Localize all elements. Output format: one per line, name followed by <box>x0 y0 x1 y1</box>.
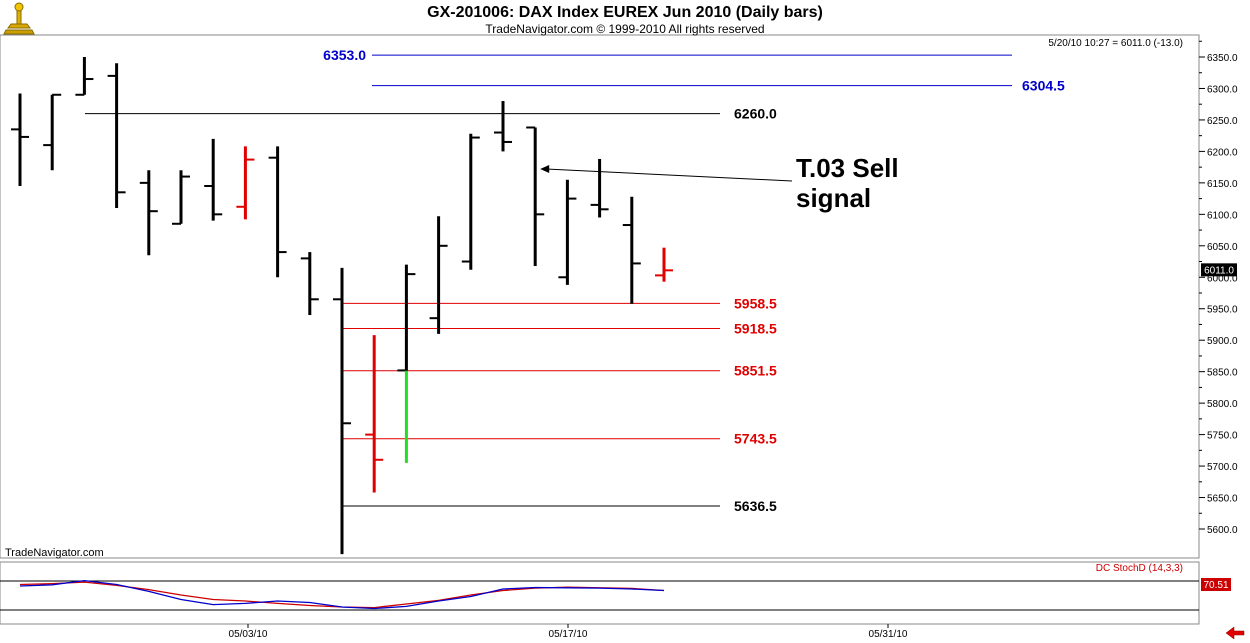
ohlc-bar <box>494 101 512 152</box>
ohlc-bar <box>622 196 641 304</box>
quote-readout: 5/20/10 10:27 = 6011.0 (-13.0) <box>1048 38 1183 49</box>
ohlc-bar <box>365 335 384 493</box>
copyright-text: TradeNavigator.com © 1999-2010 All right… <box>485 22 764 36</box>
price-tick-label: 6250.0 <box>1207 116 1238 127</box>
price-tick-label: 6350.0 <box>1207 53 1238 64</box>
price-tick-label: 5600.0 <box>1207 525 1238 536</box>
level-label: 6260.0 <box>734 106 777 122</box>
last-price-badge <box>1201 263 1237 277</box>
annotation-line2: signal <box>796 183 871 213</box>
level-label: 6353.0 <box>323 47 366 63</box>
ohlc-bar <box>107 63 126 209</box>
watermark-text: TradeNavigator.com <box>5 547 104 559</box>
ohlc-bar <box>333 267 351 555</box>
annotation-arrow-line <box>546 168 793 182</box>
price-tick-label: 6150.0 <box>1207 179 1238 190</box>
ohlc-bar <box>11 93 29 187</box>
stoch-d-line <box>19 581 665 609</box>
ohlc-bar <box>429 216 448 334</box>
ohlc-bar <box>526 126 545 266</box>
scroll-left-button[interactable] <box>1220 626 1248 641</box>
date-tick-label: 05/17/10 <box>549 629 588 640</box>
annotation-arrowhead-icon <box>540 165 550 174</box>
ohlc-bar <box>204 138 223 221</box>
logo-icon <box>3 2 35 35</box>
ohlc-bar <box>590 158 609 218</box>
bars-layer <box>11 57 673 555</box>
chart-title: GX-201006: DAX Index EUREX Jun 2010 (Dai… <box>427 4 823 21</box>
ohlc-bar <box>75 57 94 96</box>
stochastic-panel-frame <box>0 561 1200 625</box>
ohlc-bar <box>558 179 577 285</box>
ohlc-bar <box>655 247 673 282</box>
stochastic-panel <box>0 579 1199 611</box>
price-tick-label: 5700.0 <box>1207 462 1238 473</box>
price-axis: 5600.0 5650.0 5700.0 5750.0 5800.0 5850.0 5900… <box>1199 40 1238 536</box>
ohlc-bar <box>43 93 62 171</box>
ohlc-bar <box>397 264 416 372</box>
ohlc-bar <box>139 170 158 256</box>
price-tick-label: 5900.0 <box>1207 336 1238 347</box>
stochastic-label: DC StochD (14,3,3) <box>1096 563 1183 574</box>
ohlc-bar <box>300 252 319 316</box>
ohlc-bar <box>172 170 190 225</box>
price-tick-label: 5800.0 <box>1207 399 1238 410</box>
stoch-k-line <box>19 579 665 610</box>
price-tick-label: 6000.0 <box>1207 273 1238 284</box>
annotation-line1: T.03 Sell <box>796 153 899 183</box>
price-tick-label: 5750.0 <box>1207 431 1238 442</box>
ohlc-bar <box>461 133 480 270</box>
price-tick-label: 6050.0 <box>1207 242 1238 253</box>
price-tick-label: 6300.0 <box>1207 84 1238 95</box>
levels-layer: 6353.0 6304.5 6260.0 5958.5 5918.5 5851.5 5743… <box>85 47 1065 514</box>
date-tick-label: 05/03/10 <box>229 629 268 640</box>
level-label: 5636.5 <box>734 498 777 514</box>
ohlc-bar <box>268 146 287 278</box>
date-tick-label: 05/31/10 <box>869 629 908 640</box>
level-label: 6304.5 <box>1022 78 1065 94</box>
price-tick-label: 5650.0 <box>1207 494 1238 505</box>
level-label: 5958.5 <box>734 295 777 311</box>
price-tick-label: 6200.0 <box>1207 147 1238 158</box>
price-tick-label: 5950.0 <box>1207 305 1238 316</box>
ohlc-bar <box>236 146 255 220</box>
level-label: 5851.5 <box>734 363 777 379</box>
arrow-left-icon[interactable] <box>1225 626 1245 640</box>
last-price-text: 6011.0 <box>1204 265 1234 276</box>
level-label: 5918.5 <box>734 321 777 337</box>
stochastic-value-text: 70.51 <box>1203 580 1228 591</box>
price-tick-label: 6100.0 <box>1207 210 1238 221</box>
date-axis: 05/03/10 05/17/10 05/31/10 <box>229 624 908 640</box>
price-tick-label: 5850.0 <box>1207 368 1238 379</box>
level-label: 5743.5 <box>734 431 777 447</box>
stochastic-value-badge <box>1201 578 1231 591</box>
price-panel-frame <box>0 34 1200 559</box>
